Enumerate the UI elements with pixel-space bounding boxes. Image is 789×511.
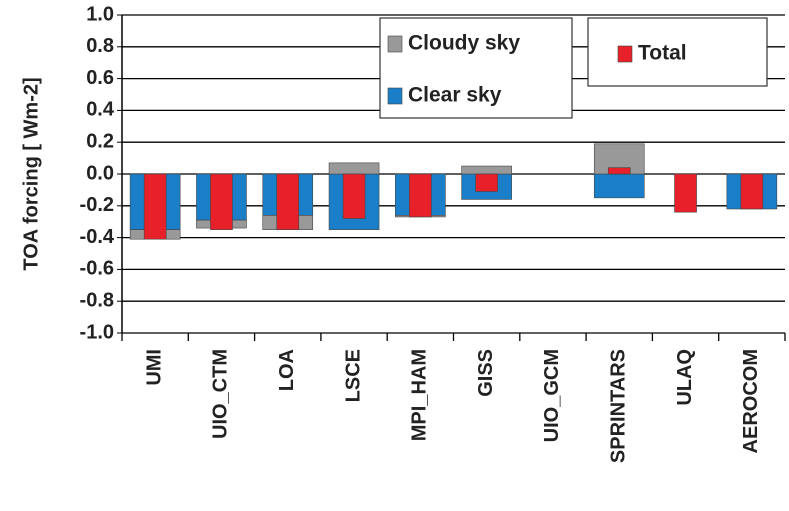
x-tick-label: LSCE <box>342 349 364 402</box>
bar <box>674 173 697 213</box>
y-tick-label: -0.8 <box>80 289 114 311</box>
x-tick-label: ULAQ <box>674 349 696 406</box>
y-tick-label: 0.4 <box>86 99 115 121</box>
legend-swatch <box>617 45 633 63</box>
bar <box>475 173 498 192</box>
legend-box <box>379 17 573 119</box>
bar <box>143 173 167 240</box>
x-tick-label: AEROCOM <box>740 349 762 453</box>
bar <box>328 162 380 175</box>
legend-label: Total <box>638 42 687 65</box>
x-tick-label: UIO_GCM <box>541 349 563 442</box>
y-axis-label: TOA forcing [ Wm-2] <box>20 77 42 270</box>
y-tick-label: 0.8 <box>86 35 114 57</box>
y-tick-label: 0.6 <box>86 67 114 89</box>
legend-swatch <box>387 35 403 53</box>
bar <box>607 167 631 175</box>
y-tick-label: -0.6 <box>80 258 114 280</box>
y-tick-label: -0.2 <box>80 194 114 216</box>
legend-swatch <box>387 87 403 105</box>
bar <box>342 173 366 219</box>
x-tick-label: GISS <box>475 349 497 397</box>
bar <box>740 173 764 210</box>
legend-label: Cloudy sky <box>408 32 520 55</box>
bar <box>409 173 432 218</box>
x-tick-label: SPRINTARS <box>608 349 630 463</box>
y-tick-label: 0.0 <box>86 162 114 184</box>
y-tick-label: -1.0 <box>80 321 114 343</box>
legend-label: Clear sky <box>408 84 502 107</box>
x-tick-label: UMI <box>143 349 165 386</box>
bar <box>461 165 512 175</box>
bar <box>593 173 645 199</box>
y-tick-label: 0.2 <box>86 130 114 152</box>
bar <box>276 173 300 230</box>
bar <box>210 173 233 230</box>
y-tick-label: 1.0 <box>86 3 114 25</box>
y-tick-label: -0.4 <box>80 226 115 248</box>
x-tick-label: MPI_HAM <box>409 349 431 441</box>
x-tick-label: LOA <box>276 349 298 391</box>
x-tick-label: UIO_CTM <box>210 349 232 439</box>
